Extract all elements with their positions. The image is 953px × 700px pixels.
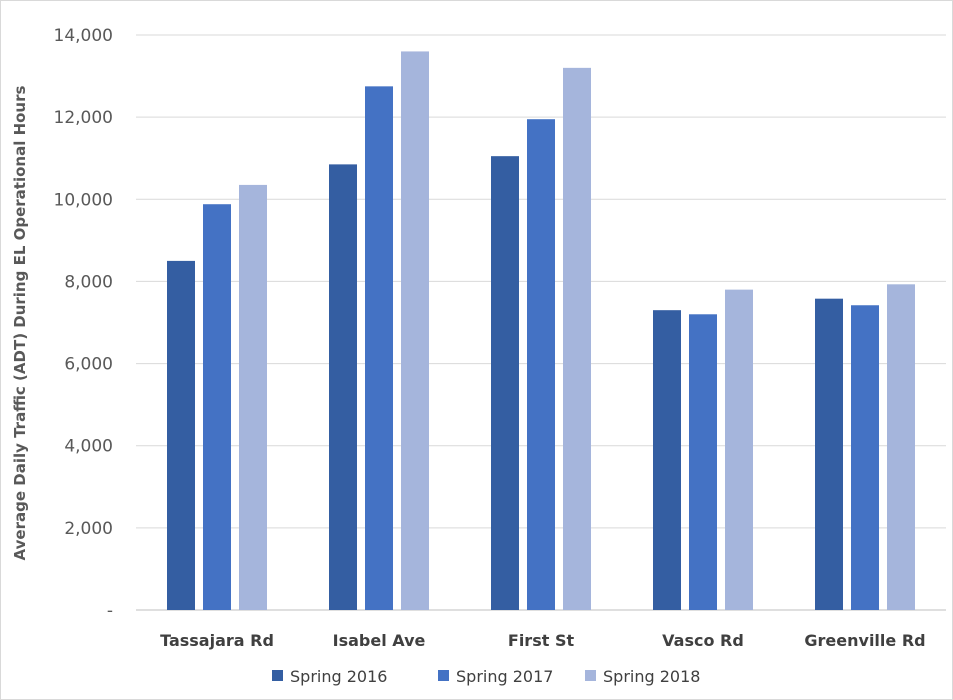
x-category-label: Greenville Rd — [804, 631, 925, 650]
y-tick-label: 6,000 — [64, 355, 113, 375]
x-category-label: First St — [508, 631, 575, 650]
bar — [725, 289, 753, 610]
legend-item: Spring 2017 — [438, 667, 553, 686]
y-axis-ticks: - 2,000 4,000 6,000 8,000 10,000 12,000 14,000 — [54, 26, 113, 621]
bar — [887, 284, 915, 610]
bar — [203, 204, 231, 610]
bar — [815, 298, 843, 610]
bar — [689, 314, 717, 610]
bar — [851, 305, 879, 610]
bar — [653, 310, 681, 610]
y-axis-title-group: Average Daily Traffic (ADT) During EL Op… — [11, 86, 29, 561]
y-tick-label: 12,000 — [54, 108, 113, 128]
y-tick-label: 4,000 — [64, 437, 113, 457]
bar — [239, 184, 267, 611]
y-axis-title: Average Daily Traffic (ADT) During EL Op… — [11, 86, 29, 561]
x-axis: Tassajara Rd Isabel Ave First St Vasco Rd Gr… — [160, 631, 926, 650]
x-category-label: Tassajara Rd — [160, 631, 274, 650]
legend-item: Spring 2016 — [272, 667, 387, 686]
legend-label: Spring 2016 — [290, 667, 387, 686]
legend: Spring 2016 Spring 2017 Spring 2018 — [272, 667, 700, 686]
x-category-label: Vasco Rd — [662, 631, 744, 650]
bar — [491, 156, 519, 611]
legend-swatch — [438, 670, 449, 681]
legend-swatch — [272, 670, 283, 681]
y-tick-label: 10,000 — [54, 190, 113, 210]
legend-swatch — [585, 670, 596, 681]
y-tick-label: 14,000 — [54, 26, 113, 46]
y-tick-label: 2,000 — [64, 519, 113, 539]
bar — [563, 67, 591, 611]
x-category-label: Isabel Ave — [333, 631, 426, 650]
legend-label: Spring 2017 — [456, 667, 553, 686]
bar — [365, 86, 393, 610]
y-tick-label: - — [107, 601, 113, 621]
bar — [329, 164, 357, 610]
y-tick-label: 8,000 — [64, 272, 113, 292]
legend-label: Spring 2018 — [603, 667, 700, 686]
bar — [167, 260, 195, 610]
bars — [167, 51, 915, 611]
bar — [527, 119, 555, 611]
legend-item: Spring 2018 — [585, 667, 700, 686]
bar — [401, 51, 429, 610]
